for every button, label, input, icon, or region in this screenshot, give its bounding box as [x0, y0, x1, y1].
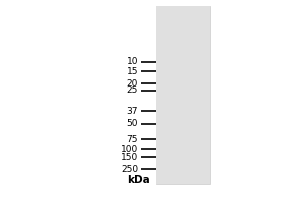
Ellipse shape — [159, 108, 207, 126]
Text: 50: 50 — [127, 119, 138, 129]
Ellipse shape — [166, 115, 200, 119]
Text: Thymus: Thymus — [177, 153, 212, 187]
Ellipse shape — [160, 110, 206, 124]
Text: 10: 10 — [127, 58, 138, 66]
Text: 75: 75 — [127, 134, 138, 144]
Text: 20: 20 — [127, 78, 138, 88]
Text: 25: 25 — [127, 86, 138, 95]
FancyBboxPatch shape — [156, 6, 210, 184]
Ellipse shape — [163, 124, 203, 132]
Ellipse shape — [170, 116, 196, 118]
Ellipse shape — [163, 113, 203, 121]
Text: 37: 37 — [127, 106, 138, 116]
Text: 150: 150 — [121, 152, 138, 162]
Text: kDa: kDa — [127, 175, 150, 185]
Text: 100: 100 — [121, 144, 138, 154]
Text: 15: 15 — [127, 66, 138, 75]
Text: 250: 250 — [121, 164, 138, 173]
